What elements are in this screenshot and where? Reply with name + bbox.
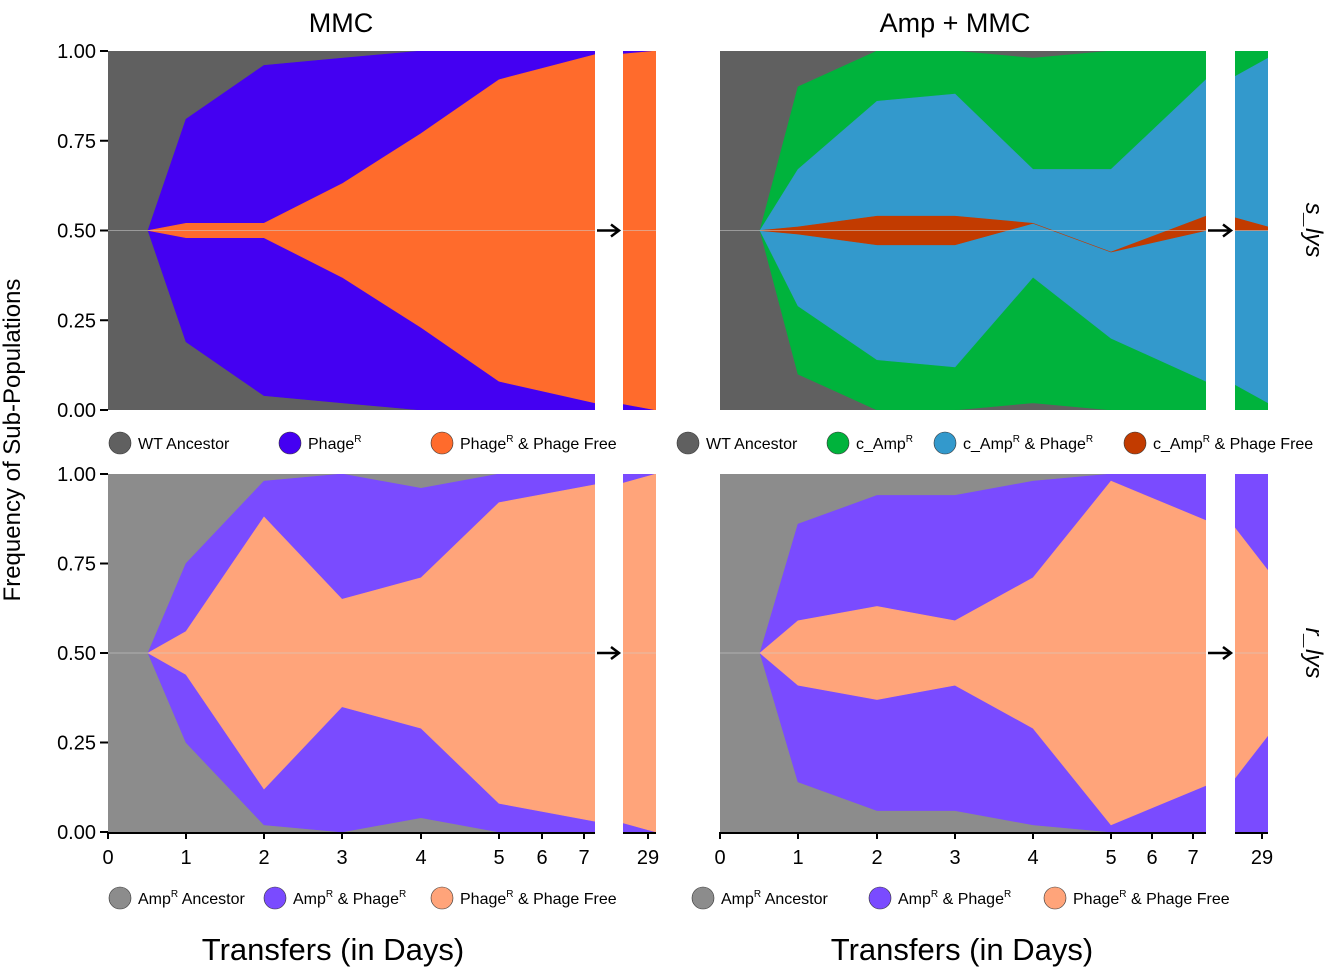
x-tick-label: 2 [871, 847, 882, 869]
legend-key [1043, 886, 1067, 910]
row-label-r-lys: r_lys [1300, 628, 1327, 679]
y-tick-label: 0.00 [57, 822, 96, 844]
y-tick-label: 1.00 [57, 41, 96, 63]
legend-item-top-right-1: WT Ancestor [676, 431, 798, 455]
panel-r-lys-mmc [108, 474, 656, 832]
legend-label: c_AmpR [856, 434, 913, 453]
x-tick-label: 0 [714, 847, 725, 869]
legend-item-bottom-left-2: AmpR & PhageR [263, 886, 406, 910]
legend-item-bottom-left-1: AmpR Ancestor [108, 886, 246, 910]
y-tick-label: 0.00 [57, 400, 96, 422]
y-tick-label: 0.75 [57, 131, 96, 153]
legend-key [868, 886, 892, 910]
x-tick-label: 1 [180, 847, 191, 869]
col-title-mmc: MMC [309, 8, 373, 38]
panel-s-lys-mmc [108, 51, 656, 410]
x-tick-label: 5 [1105, 847, 1116, 869]
panel-plot-area [720, 51, 1268, 410]
legend-label: AmpR Ancestor [138, 889, 246, 908]
y-tick-label: 1.00 [57, 464, 96, 486]
legend-item-top-left-1: WT Ancestor [108, 431, 230, 455]
legends: WT Ancestor PhageR PhageR & Phage Free WT A… [108, 431, 1313, 910]
legend-key [1123, 431, 1147, 455]
x-tick-label: 4 [1027, 847, 1038, 869]
legend-label: PhageR & Phage Free [460, 434, 617, 453]
legend-label: AmpR & PhageR [898, 889, 1011, 908]
panels [108, 51, 1268, 832]
legend-label: AmpR Ancestor [721, 889, 829, 908]
x-tick-label: 7 [578, 847, 589, 869]
x-tick-label: 6 [1146, 847, 1157, 869]
legend-key [691, 886, 715, 910]
y-tick-label: 0.50 [57, 643, 96, 665]
legend-item-top-left-3: PhageR & Phage Free [430, 431, 617, 455]
x-tick-label: 3 [949, 847, 960, 869]
legend-label: WT Ancestor [706, 436, 798, 453]
x-tick-label: 5 [493, 847, 504, 869]
legend-label: c_AmpR & PhageR [963, 434, 1093, 453]
legend-item-top-right-3: c_AmpR & PhageR [933, 431, 1093, 455]
series-area-3 [759, 215, 1207, 253]
legend-key [826, 431, 850, 455]
col-title-amp-mmc: Amp + MMC [880, 8, 1031, 38]
legend-item-bottom-right-3: PhageR & Phage Free [1043, 886, 1230, 910]
legend-label: PhageR [308, 434, 362, 453]
legend-item-top-right-4: c_AmpR & Phage Free [1123, 431, 1313, 455]
legend-item-bottom-right-1: AmpR Ancestor [691, 886, 829, 910]
x-tick-label: 0 [102, 847, 113, 869]
panel-plot-area [108, 51, 656, 410]
legend-label: AmpR & PhageR [293, 889, 406, 908]
legend-key [263, 886, 287, 910]
panel-plot-area [720, 474, 1268, 832]
arrowhead-icon [610, 223, 622, 238]
legend-item-bottom-left-3: PhageR & Phage Free [430, 886, 617, 910]
arrowhead-icon [610, 646, 622, 660]
x-tick-label: 4 [415, 847, 426, 869]
legend-label: c_AmpR & Phage Free [1153, 434, 1313, 453]
x-tick-label: 2 [258, 847, 269, 869]
legend-label: PhageR & Phage Free [1073, 889, 1230, 908]
legend-item-bottom-right-2: AmpR & PhageR [868, 886, 1011, 910]
panel-plot-area [108, 474, 656, 832]
x-tick-label: 29 [637, 847, 659, 869]
x-tick-label: 3 [336, 847, 347, 869]
legend-key [278, 431, 302, 455]
x-axis-label-left: Transfers (in Days) [202, 932, 464, 967]
y-tick-label: 0.75 [57, 554, 96, 576]
series-area-2 [147, 54, 596, 404]
x-tick-label: 29 [1251, 847, 1273, 869]
y-tick-label: 0.25 [57, 733, 96, 755]
y-axis-label: Frequency of Sub-Populations [0, 279, 26, 602]
legend-label: PhageR & Phage Free [460, 889, 617, 908]
legend-key [430, 431, 454, 455]
legend-key [676, 431, 700, 455]
y-tick-label: 0.25 [57, 310, 96, 332]
x-axis-label-right: Transfers (in Days) [831, 932, 1093, 967]
legend-key [933, 431, 957, 455]
arrowhead-icon [1222, 223, 1234, 238]
legend-label: WT Ancestor [138, 436, 230, 453]
legend-key [430, 886, 454, 910]
x-tick-label: 6 [536, 847, 547, 869]
panel-r-lys-amp-mmc [720, 474, 1268, 832]
y-tick-label: 0.50 [57, 221, 96, 243]
x-tick-label: 1 [792, 847, 803, 869]
legend-key [108, 431, 132, 455]
legend-key [108, 886, 132, 910]
panel-s-lys-amp-mmc [720, 51, 1268, 410]
legend-item-top-left-2: PhageR [278, 431, 362, 455]
legend-item-top-right-2: c_AmpR [826, 431, 913, 455]
axes: 0.00 0.25 0.50 0.75 1.00 0.00 0.25 0.50 0.75 1.00… [57, 41, 1273, 869]
arrowhead-icon [1222, 646, 1234, 660]
x-tick-label: 7 [1187, 847, 1198, 869]
row-label-s-lys: s_lys [1300, 203, 1327, 258]
series-area-3-day29 [1234, 217, 1268, 231]
